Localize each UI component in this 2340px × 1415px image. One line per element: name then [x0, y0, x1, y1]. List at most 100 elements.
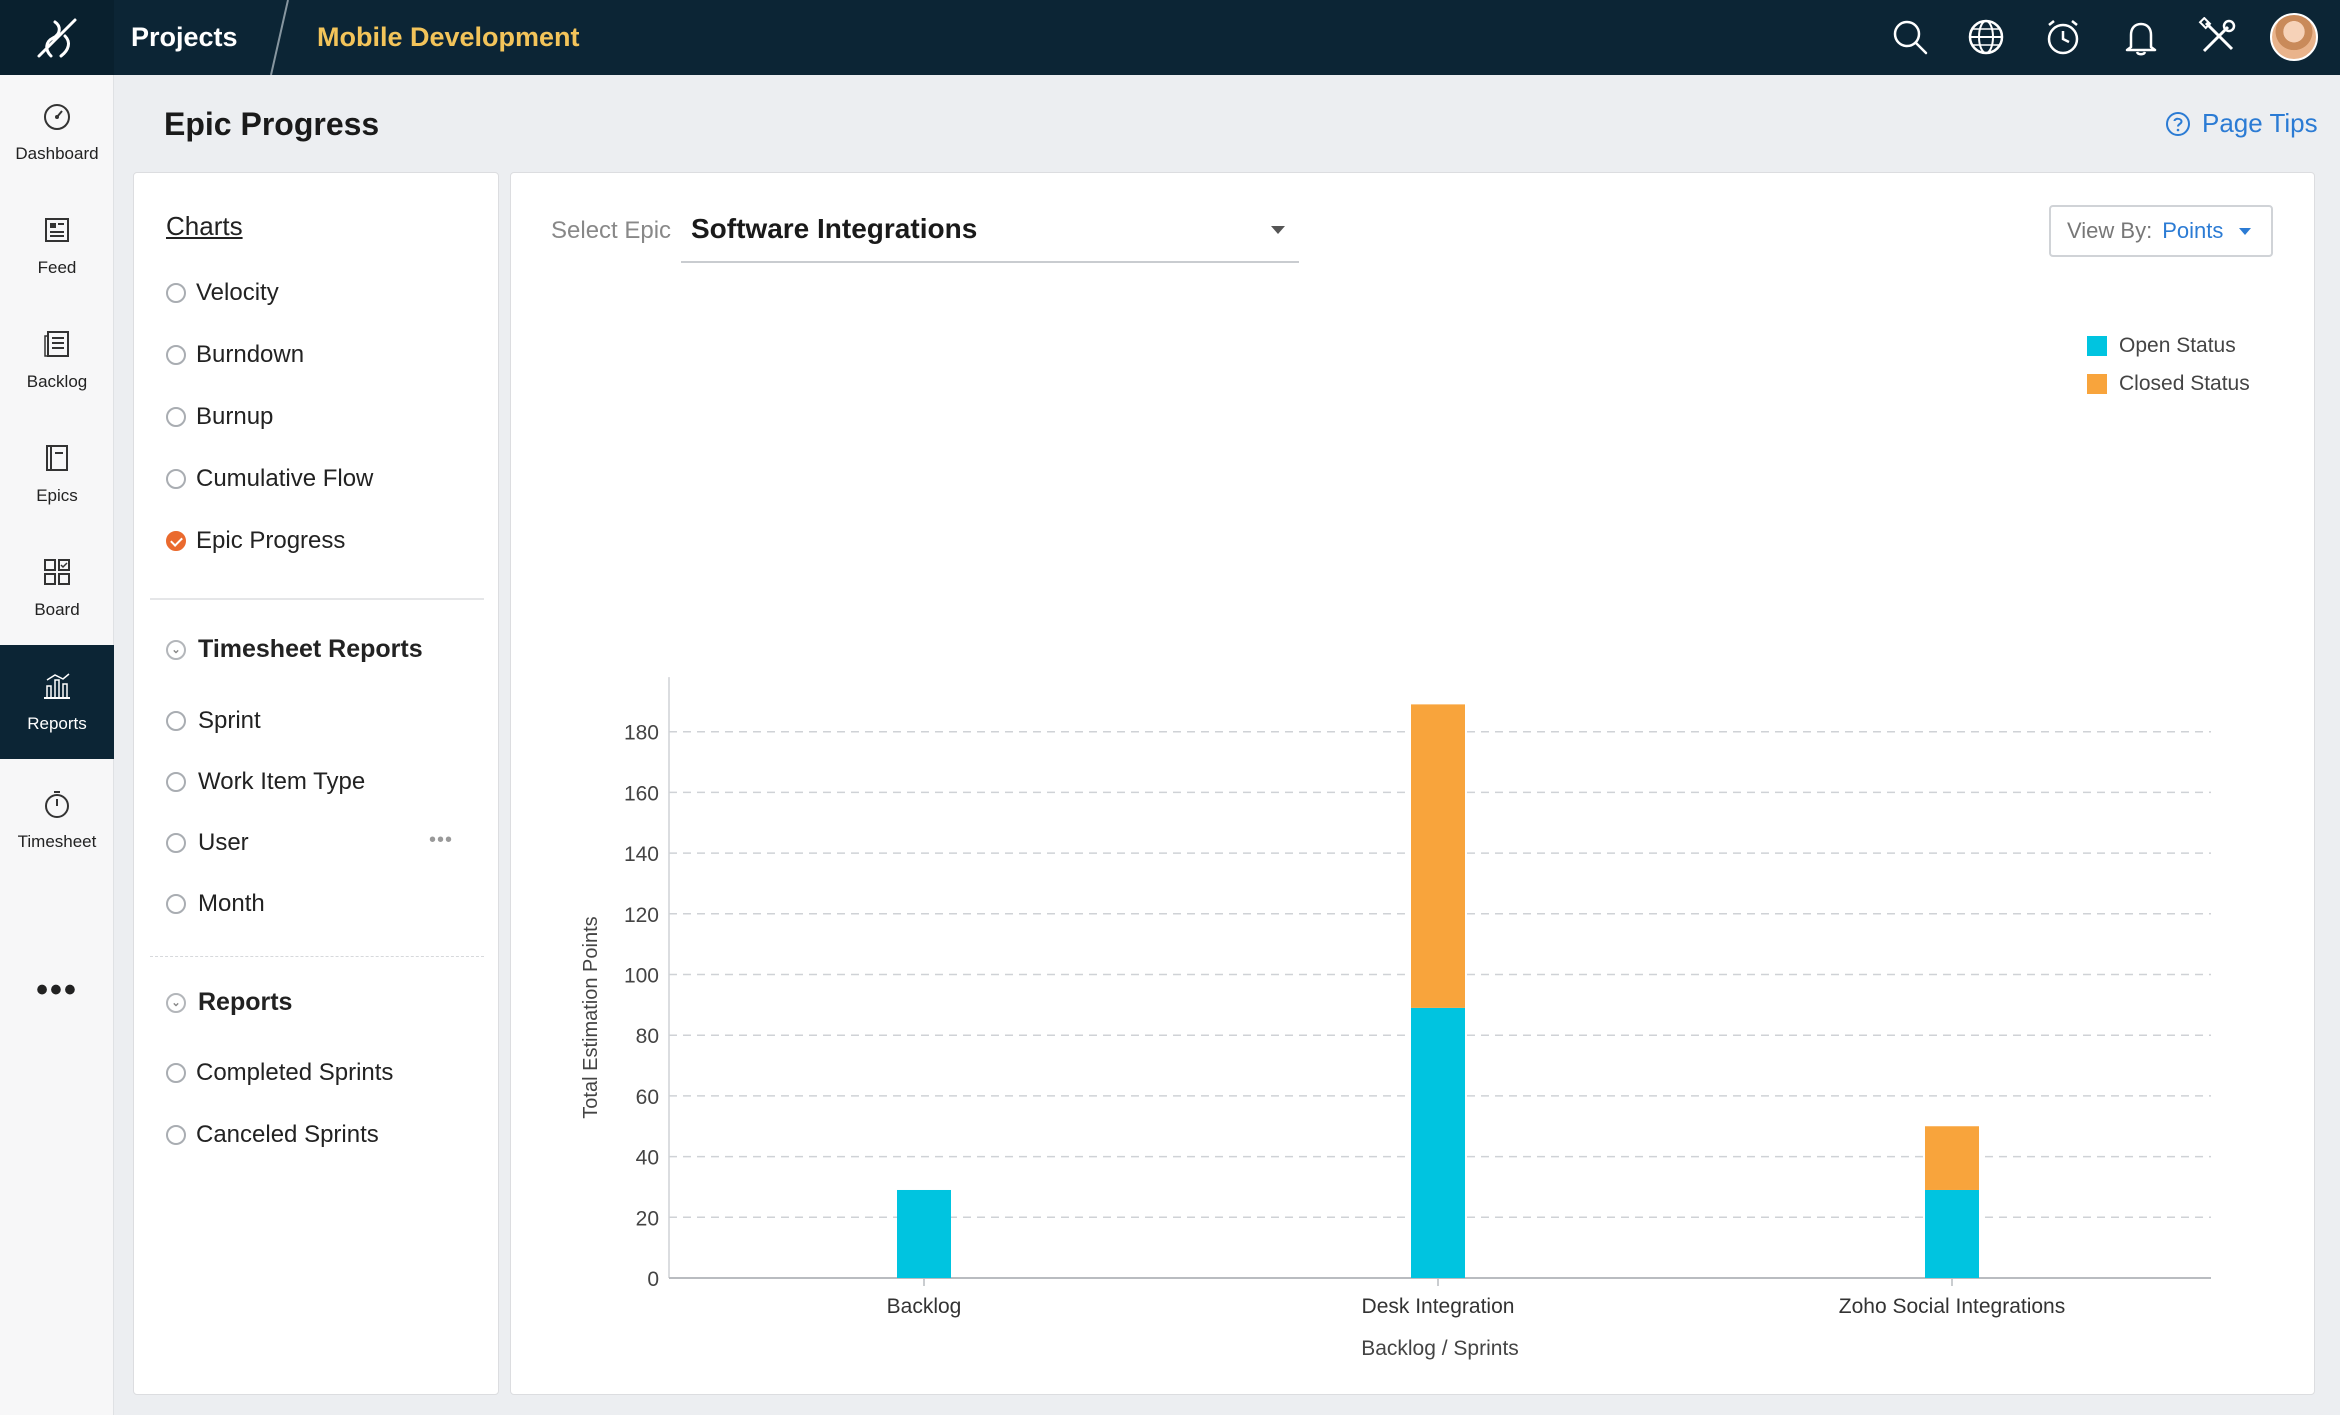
nav-item-board[interactable]: Board	[0, 531, 114, 645]
bar-closed	[1411, 704, 1465, 1008]
section-divider	[150, 598, 484, 600]
radio-button[interactable]	[166, 711, 186, 731]
dropdown-caret-icon[interactable]	[1271, 226, 1285, 234]
top-bar: Projects Mobile Development	[0, 0, 2340, 75]
view-by-value: Points	[2162, 218, 2224, 243]
chart-option-label: Burndown	[196, 341, 305, 368]
dropdown-caret-icon	[2239, 227, 2252, 235]
bar-closed	[1925, 1126, 1979, 1190]
nav-item-backlog[interactable]: Backlog	[0, 303, 114, 417]
backlog-icon	[44, 331, 69, 357]
nav-label: Dashboard	[15, 144, 99, 163]
bell-icon[interactable]	[2119, 15, 2163, 59]
radio-button[interactable]	[166, 772, 186, 792]
radio-button[interactable]	[166, 894, 186, 914]
radio-button-checked[interactable]	[166, 531, 186, 551]
radio-button[interactable]	[166, 283, 186, 303]
timesheet-option-month[interactable]: Month	[166, 890, 265, 918]
more-nav-button[interactable]: •••	[36, 970, 78, 1009]
nav-item-feed[interactable]: Feed	[0, 189, 114, 303]
y-tick-label: 20	[636, 1207, 659, 1230]
nav-item-timesheet[interactable]: Timesheet	[0, 763, 114, 877]
group-title: Timesheet Reports	[198, 635, 423, 663]
legend-swatch-closed	[2087, 374, 2107, 394]
page-tips-link[interactable]: Page Tips	[2164, 108, 2318, 139]
chart-option-epic-progress[interactable]: Epic Progress	[166, 527, 345, 555]
reports-group[interactable]: ⌄ Reports	[166, 988, 292, 1017]
chart-option-label: Velocity	[196, 279, 279, 306]
timesheet-option-sprint[interactable]: Sprint	[166, 707, 261, 735]
user-avatar[interactable]	[2270, 13, 2318, 61]
bar-open	[1925, 1189, 1979, 1278]
nav-item-dashboard[interactable]: Dashboard	[0, 75, 114, 189]
feed-icon	[45, 218, 69, 242]
chart-option-label: Epic Progress	[196, 527, 346, 554]
globe-icon[interactable]	[1964, 15, 2008, 59]
nav-label: Timesheet	[17, 832, 97, 851]
select-epic-label: Select Epic	[551, 217, 672, 244]
chart-option-velocity[interactable]: Velocity	[166, 279, 279, 307]
radio-button[interactable]	[166, 345, 186, 365]
view-by-label: View By:	[2067, 218, 2153, 243]
report-option-completed-sprints[interactable]: Completed Sprints	[166, 1059, 393, 1087]
nav-label: Epics	[36, 486, 78, 505]
chart-option-burndown[interactable]: Burndown	[166, 341, 304, 369]
speedometer-icon	[44, 104, 70, 130]
chevron-down-icon[interactable]: ⌄	[166, 992, 186, 1013]
logo-icon	[37, 18, 77, 57]
radio-button[interactable]	[166, 1063, 186, 1083]
y-tick-label: 40	[636, 1147, 659, 1170]
legend-item-open[interactable]: Open Status	[2087, 327, 2250, 365]
legend-swatch-open	[2087, 336, 2107, 356]
reports-icon	[44, 673, 70, 699]
y-tick-label: 80	[636, 1025, 659, 1048]
nav-label: Backlog	[26, 372, 88, 391]
charts-heading[interactable]: Charts	[166, 211, 243, 241]
radio-button[interactable]	[166, 1125, 186, 1145]
timesheet-option-user[interactable]: User	[166, 829, 249, 857]
epic-select-value[interactable]: Software Integrations	[691, 213, 978, 244]
report-option-canceled-sprints[interactable]: Canceled Sprints	[166, 1121, 379, 1149]
board-icon	[44, 559, 70, 585]
chart-option-burnup[interactable]: Burnup	[166, 403, 273, 431]
app-logo[interactable]	[0, 0, 114, 75]
bar-open	[897, 1189, 951, 1278]
legend-label: Open Status	[2119, 334, 2236, 357]
x-axis-title: Backlog / Sprints	[1361, 1337, 1519, 1360]
stopwatch-icon	[45, 791, 69, 818]
chart-option-label: Cumulative Flow	[196, 465, 374, 492]
y-tick-label: 120	[624, 904, 659, 927]
radio-button[interactable]	[166, 407, 186, 427]
group-title: Reports	[198, 988, 293, 1016]
x-tick-label: Backlog	[887, 1295, 962, 1318]
timesheet-reports-group[interactable]: ⌄ Timesheet Reports	[166, 635, 423, 664]
chart-option-cumulative-flow[interactable]: Cumulative Flow	[166, 465, 373, 493]
bar-open	[1411, 1007, 1465, 1278]
report-selector-panel: Charts Velocity Burndown Burnup Cumulati…	[133, 172, 499, 1395]
search-icon[interactable]	[1888, 15, 1932, 59]
legend-item-closed[interactable]: Closed Status	[2087, 365, 2250, 403]
x-tick-label: Zoho Social Integrations	[1839, 1295, 2065, 1318]
timesheet-option-work-item-type[interactable]: Work Item Type	[166, 768, 365, 796]
help-circle-icon	[2166, 111, 2190, 136]
radio-button[interactable]	[166, 833, 186, 853]
epic-progress-chart: 0 20 40 60 80 100 120 140 160 180 Backlog Desk Inte…	[580, 677, 2211, 1360]
nav-label: Board	[34, 600, 80, 619]
more-options-icon[interactable]: •••	[429, 829, 454, 851]
y-tick-label: 100	[624, 965, 659, 988]
tools-icon[interactable]	[2196, 15, 2240, 59]
report-option-label: Canceled Sprints	[196, 1121, 379, 1148]
project-name[interactable]: Mobile Development	[317, 22, 580, 52]
y-tick-label: 160	[624, 782, 659, 805]
nav-item-reports[interactable]: Reports	[0, 645, 114, 759]
page-title: Epic Progress	[164, 106, 380, 142]
y-tick-label: 180	[624, 722, 659, 745]
nav-item-epics[interactable]: Epics	[0, 417, 114, 531]
radio-button[interactable]	[166, 469, 186, 489]
y-tick-label: 60	[636, 1086, 659, 1109]
chevron-down-icon[interactable]: ⌄	[166, 639, 186, 660]
alarm-clock-icon[interactable]	[2041, 15, 2085, 59]
section-divider	[150, 956, 484, 957]
projects-link[interactable]: Projects	[131, 22, 238, 52]
view-by-dropdown[interactable]: View By: Points	[2049, 205, 2273, 257]
